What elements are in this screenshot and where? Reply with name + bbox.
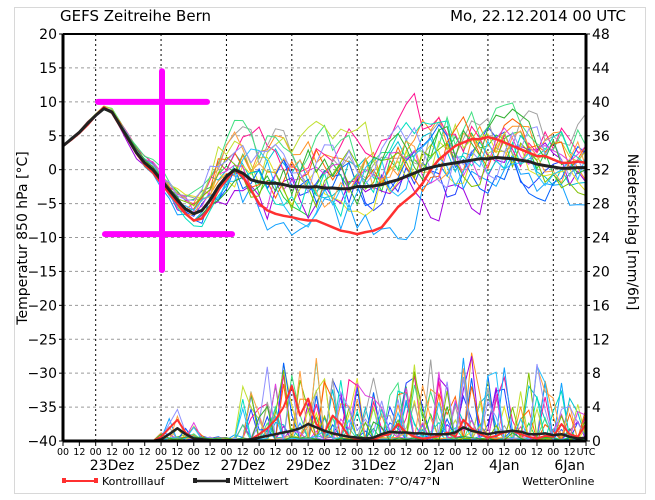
temperature-series	[62, 92, 587, 241]
y-tick-label: 0	[48, 163, 57, 179]
y-tick-label: 5	[48, 129, 57, 145]
y-tick-label: −10	[27, 231, 57, 247]
x-tick-label: 12	[466, 447, 478, 458]
run-time: Mo, 22.12.2014 00 UTC	[450, 7, 626, 25]
legend-coordinates: Koordinaten: 7°O/47°N	[314, 475, 440, 488]
x-tick-label: 00	[155, 447, 167, 458]
y-tick-label: 10	[39, 95, 57, 111]
y2-tick-label: 44	[592, 61, 610, 77]
temp-control-line	[62, 106, 587, 236]
x-tick-label: 00	[417, 447, 429, 458]
magenta-annotation	[95, 68, 235, 274]
legend-control-marker-start	[62, 478, 66, 483]
x-tick-label: 00	[384, 447, 396, 458]
y2-tick-label: 20	[592, 264, 610, 280]
y2-tick-label: 40	[592, 95, 610, 111]
x-tick-label: UTC	[577, 447, 596, 458]
y-axis-label: Temperatur 850 hPa [°C]	[15, 151, 31, 325]
y-tick-label: −20	[27, 298, 57, 314]
y2-tick-label: 8	[592, 366, 601, 382]
x-tick-label: 00	[351, 447, 363, 458]
legend-control-marker-end	[94, 478, 98, 483]
y-tick-label: −25	[27, 332, 57, 348]
x-tick-label: 00	[188, 447, 200, 458]
x-tick-label: 00	[253, 447, 265, 458]
chart-title: GEFS Zeitreihe Bern	[60, 7, 211, 25]
date-label: 23Dez	[90, 458, 135, 474]
x-tick-label: 12	[204, 447, 216, 458]
y2-tick-label: 32	[592, 163, 610, 179]
y2-tick-label: 16	[592, 298, 610, 314]
legend-mean-label: Mittelwert	[233, 475, 289, 488]
x-tick-label: 12	[302, 447, 314, 458]
x-tick-label: 00	[90, 447, 102, 458]
y2-tick-label: 0	[592, 434, 601, 450]
legend: Kontrolllauf Mittelwert Koordinaten: 7°O…	[62, 475, 595, 488]
y2-tick-label: 12	[592, 332, 610, 348]
y-tick-label: −30	[27, 366, 57, 382]
x-tick-label: 12	[106, 447, 118, 458]
y-tick-label: 20	[39, 27, 57, 43]
y2-tick-label: 48	[592, 27, 610, 43]
x-tick-label: 00	[547, 447, 559, 458]
y2-tick-label: 4	[592, 400, 601, 416]
temp-member-line	[62, 102, 587, 198]
date-label: 29Dez	[286, 458, 331, 474]
x-tick-label: 12	[367, 447, 379, 458]
x-tick-label: 00	[515, 447, 527, 458]
temp-member-line	[62, 108, 587, 213]
x-tick-label: 12	[335, 447, 347, 458]
x-tick-label: 12	[433, 447, 445, 458]
temp-mean-line	[62, 107, 586, 216]
legend-source: WetterOnline	[522, 475, 595, 488]
x-tick-label: 00	[122, 447, 134, 458]
date-label: 25Dez	[155, 458, 200, 474]
x-tick-label: 12	[400, 447, 412, 458]
y2-tick-label: 28	[592, 197, 610, 213]
x-tick-label: 00	[449, 447, 461, 458]
legend-control-label: Kontrolllauf	[102, 475, 166, 488]
x-tick-label: 12	[498, 447, 510, 458]
x-tick-label: 00	[318, 447, 330, 458]
x-tick-label: 12	[269, 447, 281, 458]
date-label: 31Dez	[351, 458, 396, 474]
date-label: 27Dez	[221, 458, 266, 474]
x-tick-label: 00	[286, 447, 298, 458]
y2-axis-label: Niederschlag [mm/6h]	[624, 154, 640, 311]
x-tick-label: 12	[139, 447, 151, 458]
legend-mean-marker-start	[193, 478, 197, 483]
temp-member-line	[62, 106, 587, 202]
x-tick-label: 12	[73, 447, 85, 458]
y-tick-label: −15	[27, 264, 57, 280]
y-tick-label: 15	[39, 61, 57, 77]
date-label: 6Jan	[554, 458, 585, 474]
legend-mean-marker-end	[226, 478, 230, 483]
y-tick-label: −40	[27, 434, 57, 450]
x-tick-label: 12	[171, 447, 183, 458]
y-tick-label: −5	[36, 197, 57, 213]
date-label: 4Jan	[489, 458, 520, 474]
temp-member-line	[62, 108, 587, 223]
x-tick-label: 00	[482, 447, 494, 458]
x-tick-label: 12	[237, 447, 249, 458]
y2-tick-label: 36	[592, 129, 610, 145]
y-tick-label: −35	[27, 400, 57, 416]
x-tick-label: 00	[57, 447, 69, 458]
date-label: 2Jan	[424, 458, 455, 474]
precipitation-series	[63, 352, 587, 443]
x-tick-label: 00	[220, 447, 232, 458]
y2-tick-label: 24	[592, 231, 610, 247]
x-tick-label: 12	[564, 447, 576, 458]
x-tick-label: 12	[531, 447, 543, 458]
